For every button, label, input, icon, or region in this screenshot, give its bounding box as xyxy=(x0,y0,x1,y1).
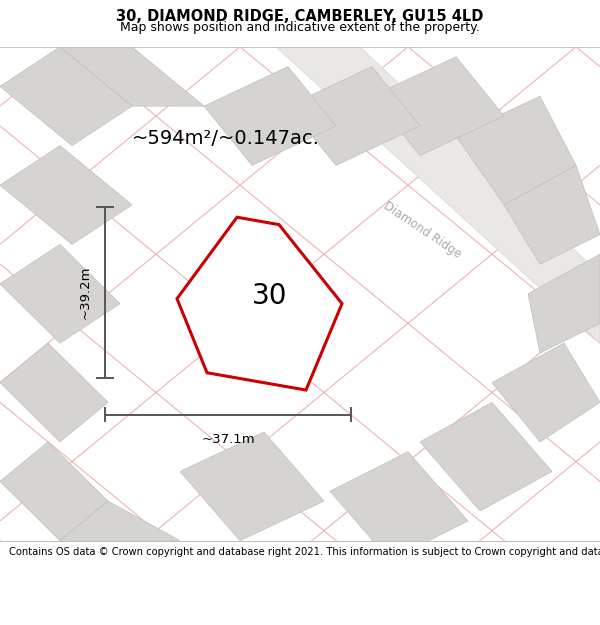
Polygon shape xyxy=(0,442,108,541)
Polygon shape xyxy=(180,432,324,541)
Polygon shape xyxy=(60,47,204,106)
Polygon shape xyxy=(456,96,576,205)
Polygon shape xyxy=(0,146,132,244)
Polygon shape xyxy=(492,343,600,442)
Polygon shape xyxy=(0,343,108,442)
Text: Diamond Ridge: Diamond Ridge xyxy=(381,199,464,261)
Polygon shape xyxy=(177,217,342,390)
Polygon shape xyxy=(288,67,420,166)
Polygon shape xyxy=(0,244,120,343)
Text: ~594m²/~0.147ac.: ~594m²/~0.147ac. xyxy=(132,129,320,148)
Text: ~39.2m: ~39.2m xyxy=(79,266,92,319)
Text: ~37.1m: ~37.1m xyxy=(201,434,255,446)
Polygon shape xyxy=(528,254,600,353)
Text: 30, DIAMOND RIDGE, CAMBERLEY, GU15 4LD: 30, DIAMOND RIDGE, CAMBERLEY, GU15 4LD xyxy=(116,9,484,24)
Text: Map shows position and indicative extent of the property.: Map shows position and indicative extent… xyxy=(120,21,480,34)
Polygon shape xyxy=(420,402,552,511)
Text: 30: 30 xyxy=(252,282,288,310)
Polygon shape xyxy=(504,166,600,264)
Polygon shape xyxy=(60,501,180,580)
Polygon shape xyxy=(330,452,468,561)
Polygon shape xyxy=(0,47,132,146)
Polygon shape xyxy=(204,67,336,166)
Polygon shape xyxy=(372,57,504,156)
Text: Contains OS data © Crown copyright and database right 2021. This information is : Contains OS data © Crown copyright and d… xyxy=(9,548,600,558)
Polygon shape xyxy=(276,47,600,343)
